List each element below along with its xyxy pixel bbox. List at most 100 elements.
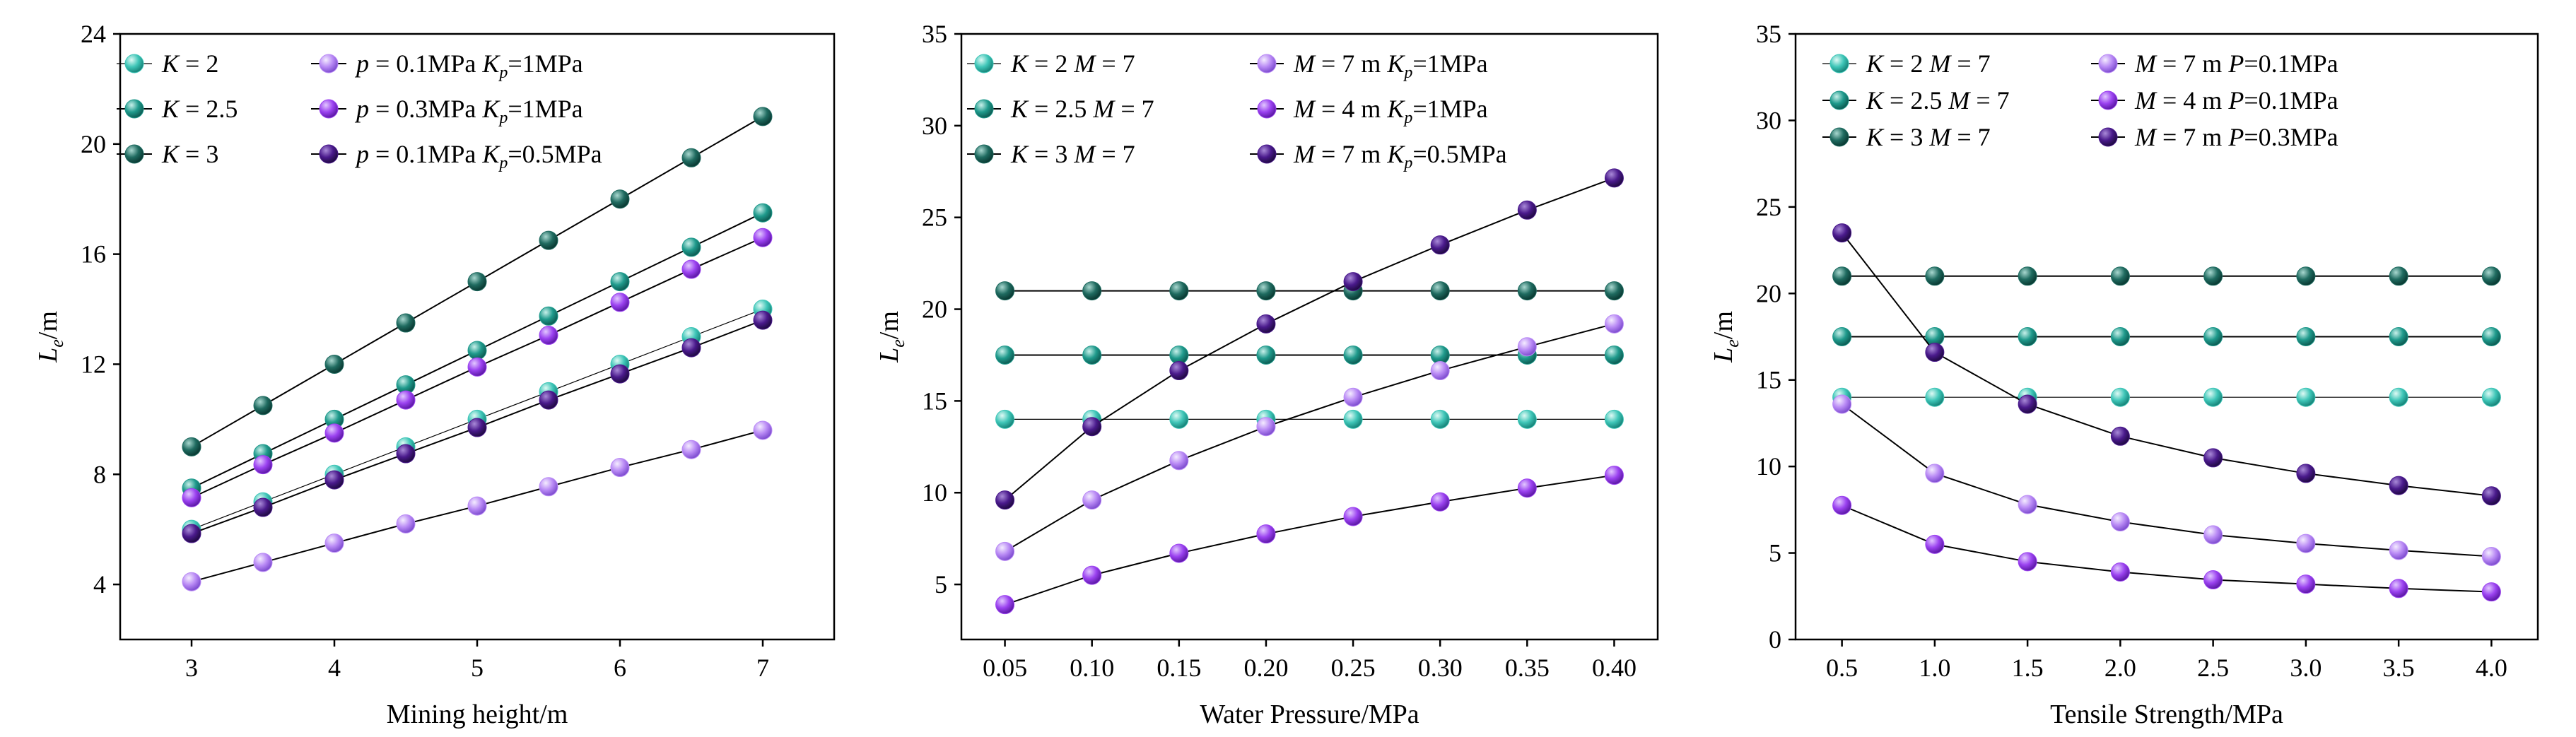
data-point [1082,565,1102,585]
x-tick-label: 1.5 [2012,654,2044,682]
data-point [396,444,416,464]
legend-marker [974,54,994,73]
data-point [1169,281,1189,301]
data-point [1925,534,1945,554]
y-axis-label: Le/m [33,311,67,363]
data-point [2481,582,2501,602]
x-tick-label: 4.0 [2476,654,2507,682]
legend-marker [974,99,994,119]
x-axis-label: Tensile Strength/MPa [2050,700,2283,729]
data-point [539,306,558,326]
data-point [467,357,487,377]
data-point [1430,235,1450,255]
data-point [2296,327,2316,346]
y-label-unit: /m [1709,311,1738,339]
data-point [1517,337,1537,357]
data-point [2389,387,2408,407]
series-line [1842,403,2492,558]
data-point [1604,466,1624,485]
data-point [1256,345,1276,365]
legend-marker [124,144,144,164]
x-tick-label: 0.40 [1592,654,1637,682]
series-0 [1832,387,2501,407]
legend-marker [1257,54,1277,73]
data-point [1343,345,1363,365]
data-point [1169,543,1189,563]
x-tick-label: 0.5 [1826,654,1858,682]
legend-marker [1257,144,1277,164]
y-tick-label: 25 [1756,193,1781,221]
data-point [1925,387,1945,407]
y-tick-label: 4 [93,570,106,599]
data-point [2203,387,2223,407]
data-point [2296,266,2316,286]
y-label-main: L [33,348,63,363]
y-tick-label: 20 [922,295,947,324]
data-point [2203,448,2223,468]
data-point [1604,314,1624,334]
legend-marker [2098,54,2118,73]
series-1 [995,345,1624,365]
data-point [1430,361,1450,381]
data-point [2389,579,2408,599]
x-tick-label: 0.25 [1331,654,1376,682]
series-1 [1832,327,2501,346]
data-point [324,533,344,553]
x-tick-label: 0.30 [1418,654,1463,682]
data-point [253,497,273,517]
series-2 [1832,266,2501,286]
data-point [2203,266,2223,286]
x-tick-label: 6 [614,654,626,682]
legend-marker [319,99,339,119]
legend-label: K = 2.5 M = 7 [1010,95,1154,123]
plot-frame [1794,33,2539,641]
data-point [1517,281,1537,301]
plot-frame [960,33,1659,641]
data-point [1082,417,1102,437]
data-point [2110,426,2130,446]
data-point [2203,525,2223,545]
data-point [2018,552,2037,572]
y-label-unit: /m [874,311,904,339]
y-tick-label: 15 [1756,366,1781,394]
legend-label: M = 7 m Kp=1MPa [1293,49,1488,82]
data-point [2296,533,2316,553]
x-tick-label: 0.20 [1243,654,1288,682]
data-point [1169,451,1189,471]
data-point [995,409,1015,429]
data-point [753,203,773,223]
data-point [2110,266,2130,286]
series-5 [1832,223,2501,506]
legend-label: K = 2 M = 7 [1010,49,1135,78]
data-point [253,553,273,572]
legend-marker [124,99,144,119]
data-point [2296,464,2316,483]
legend-marker [319,144,339,164]
y-tick-label: 25 [922,204,947,232]
y-label-sub: e [888,339,908,348]
data-point [2018,394,2037,414]
series-4 [995,466,1624,615]
legend-label: M = 7 m P=0.3MPa [2134,123,2338,151]
legend-label: M = 7 m Kp=0.5MPa [1293,140,1507,172]
series-line [1005,474,1615,606]
y-tick-label: 30 [922,112,947,140]
data-point [1832,266,1852,286]
data-point [753,310,773,330]
data-point [2018,266,2037,286]
series-1 [182,203,773,498]
y-tick-label: 10 [1756,452,1781,480]
legend-label: K = 3 M = 7 [1010,140,1135,168]
data-point [2481,266,2501,286]
data-point [995,595,1015,615]
data-point [396,390,416,410]
y-tick-label: 20 [1756,279,1781,307]
data-point [1925,464,1945,483]
data-point [324,354,344,374]
data-point [324,423,344,443]
data-point [1343,409,1363,429]
legend-marker [974,144,994,164]
legend-label: p = 0.1MPa Kp=1MPa [354,49,583,82]
y-axis-label: Le/m [1709,311,1743,363]
